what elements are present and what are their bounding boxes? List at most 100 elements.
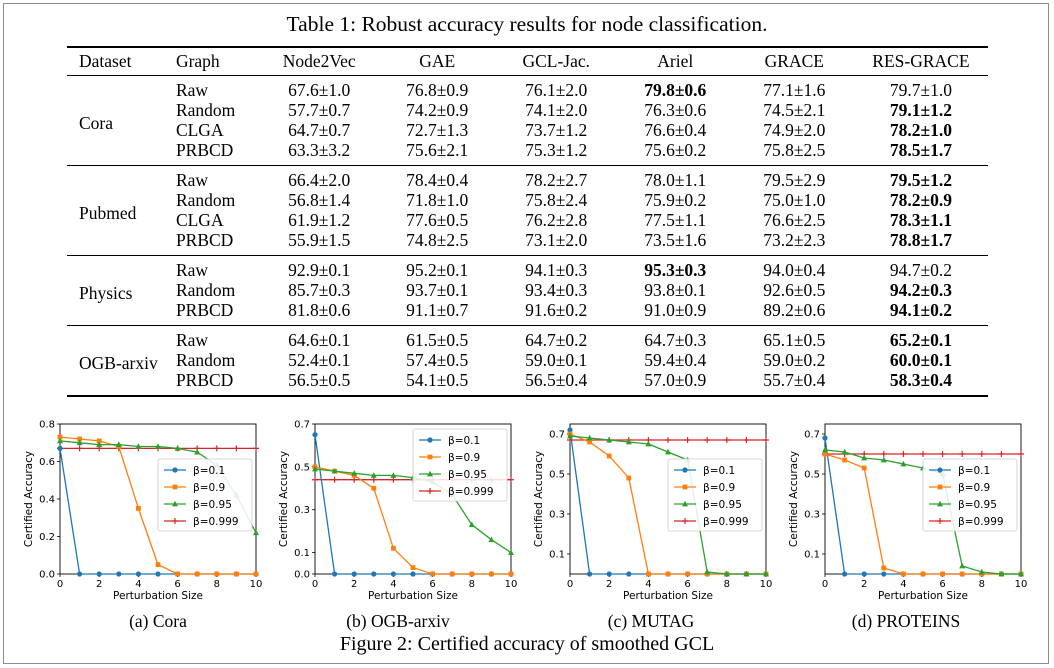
- result-cell: 93.8±0.1: [644, 280, 707, 300]
- legend-entry: β=0.95: [193, 499, 232, 511]
- legend: β=0.1 β=0.9 β=0.95 β=0.999: [667, 458, 763, 532]
- result-cell: 52.4±0.1: [288, 350, 351, 370]
- subcaption-proteins: (d) PROTEINS: [851, 611, 961, 631]
- header-dataset: Dataset: [79, 51, 132, 71]
- legend-entry: β=0.1: [703, 465, 735, 477]
- header-gae: GAE: [419, 51, 456, 71]
- y-tick-label: 0.6: [39, 457, 55, 468]
- result-cell: 94.2±0.3: [889, 280, 952, 300]
- result-cell: 73.2±2.3: [763, 230, 826, 250]
- data-point: [371, 485, 377, 491]
- result-cell: 77.6±0.5: [406, 210, 469, 230]
- data-point: [115, 441, 122, 448]
- graph-type: Raw: [175, 260, 209, 280]
- legend-entry: β=0.95: [448, 469, 487, 481]
- result-cell: 61.5±0.5: [406, 330, 469, 350]
- graph-type: CLGA: [175, 210, 224, 230]
- legend-entry: β=0.9: [958, 482, 990, 494]
- series-3: [567, 437, 769, 443]
- table-header-row: Dataset Graph Node2Vec GAE GCL-Jac. Arie…: [67, 47, 988, 76]
- result-cell: 74.8±2.5: [406, 230, 469, 250]
- y-tick-label: 0.7: [549, 430, 565, 441]
- x-tick-label: 8: [979, 579, 985, 590]
- data-point: [959, 562, 966, 569]
- data-point: [57, 437, 63, 444]
- data-point: [625, 438, 632, 445]
- data-point: [331, 467, 338, 474]
- result-cell: 79.7±1.0: [889, 80, 952, 100]
- data-point: [390, 472, 397, 478]
- result-cell: 78.2±1.0: [889, 120, 952, 140]
- result-cell: 75.9±0.2: [644, 190, 707, 210]
- data-point: [371, 571, 377, 577]
- data-point: [194, 571, 200, 577]
- mutag-plot: 0 2 4 6 8 10 0.1 0.3 0.5 0.7 Perturbation Size Cert…: [528, 418, 773, 606]
- data-point: [116, 571, 122, 577]
- y-tick-label: 0.1: [549, 550, 565, 561]
- data-point: [920, 451, 926, 457]
- result-cell: 75.6±0.2: [644, 140, 707, 160]
- result-cell: 55.7±0.4: [763, 370, 826, 390]
- certified-accuracy-chart: 0 2 4 6 8 10 0.1 0.3 0.5 0.7 Perturbation Size Cert…: [533, 423, 772, 602]
- data-point: [881, 571, 887, 577]
- data-point: [586, 434, 593, 441]
- data-point: [861, 571, 867, 577]
- legend-swatch-marker: [172, 518, 178, 524]
- result-cell: 75.6±2.1: [406, 140, 469, 160]
- y-axis-label: Certified Accuracy: [278, 451, 290, 547]
- cora-plot: 0 2 4 6 8 10 0.0 0.2 0.4 0.6 0.8 Perturbation Size C…: [18, 418, 263, 606]
- legend-swatch-marker: [682, 500, 688, 507]
- result-cell: 59.0±0.2: [763, 350, 826, 370]
- header-node2vec: Node2Vec: [282, 51, 356, 71]
- certified-accuracy-chart: 0 2 4 6 8 10 0.0 0.1 0.3 0.5 0.7 Perturbation Size C…: [278, 420, 517, 603]
- x-tick-label: 6: [939, 579, 945, 590]
- legend-swatch-marker: [427, 470, 433, 477]
- result-cell: 64.6±0.1: [288, 330, 351, 350]
- table-row: CLGA 61.9±1.2 77.6±0.5 76.2±2.8 77.5±1.1 76.6…: [67, 210, 988, 230]
- y-tick-label: 0.3: [294, 505, 310, 516]
- y-tick-label: 0.2: [39, 532, 55, 543]
- x-tick-label: 0: [822, 579, 828, 590]
- y-tick-label: 0.0: [39, 570, 55, 581]
- data-point: [939, 451, 946, 457]
- x-tick-label: 2: [861, 579, 867, 590]
- result-cell: 73.1±2.0: [525, 230, 588, 250]
- data-point: [587, 439, 592, 445]
- table-row: Random 52.4±0.1 57.4±0.5 59.0±0.1 59.4±0.4 59…: [67, 350, 988, 370]
- data-point: [233, 445, 240, 452]
- result-cell: 75.0±1.0: [763, 190, 826, 210]
- result-cell: 94.1±0.3: [525, 260, 588, 280]
- legend-swatch-marker: [682, 484, 688, 490]
- legend-swatch-marker: [937, 500, 943, 507]
- x-tick-label: 4: [645, 579, 651, 590]
- legend-box: [922, 458, 1018, 532]
- data-point: [449, 571, 455, 577]
- data-point: [96, 571, 102, 577]
- data-point: [370, 472, 377, 478]
- legend-entry: β=0.95: [703, 499, 742, 511]
- x-tick-label: 6: [684, 579, 690, 590]
- result-cell: 56.5±0.5: [288, 370, 351, 390]
- data-point: [234, 571, 239, 577]
- graph-type: CLGA: [175, 120, 224, 140]
- result-cell: 60.0±0.1: [889, 350, 952, 370]
- data-point: [508, 476, 514, 483]
- legend-entry: β=0.999: [958, 516, 1004, 528]
- x-tick-label: 2: [351, 579, 357, 590]
- dataset-group: Pubmed Raw 66.4±2.0 78.4±0.4 78.2±2.7 78.0±1.…: [67, 166, 988, 256]
- data-point: [606, 453, 612, 459]
- result-cell: 74.5±2.1: [763, 100, 826, 120]
- y-axis-label: Certified Accuracy: [23, 451, 35, 547]
- data-point: [665, 437, 671, 443]
- dataset-name: Physics: [79, 282, 133, 303]
- series-2: [567, 432, 769, 577]
- data-point: [723, 437, 730, 443]
- data-point: [213, 445, 220, 452]
- result-cell: 78.5±1.7: [889, 140, 952, 160]
- data-point: [645, 440, 652, 447]
- dataset-name: Pubmed: [79, 202, 137, 223]
- table-row: PRBCD 63.3±3.2 75.6±2.1 75.3±1.2 75.6±0.2 75.…: [67, 140, 988, 166]
- x-tick-label: 8: [469, 579, 475, 590]
- table-row: Physics Raw 92.9±0.1 95.2±0.1 94.1±0.3 95.3±0…: [67, 256, 988, 302]
- legend: β=0.1 β=0.9 β=0.95 β=0.999: [922, 458, 1018, 532]
